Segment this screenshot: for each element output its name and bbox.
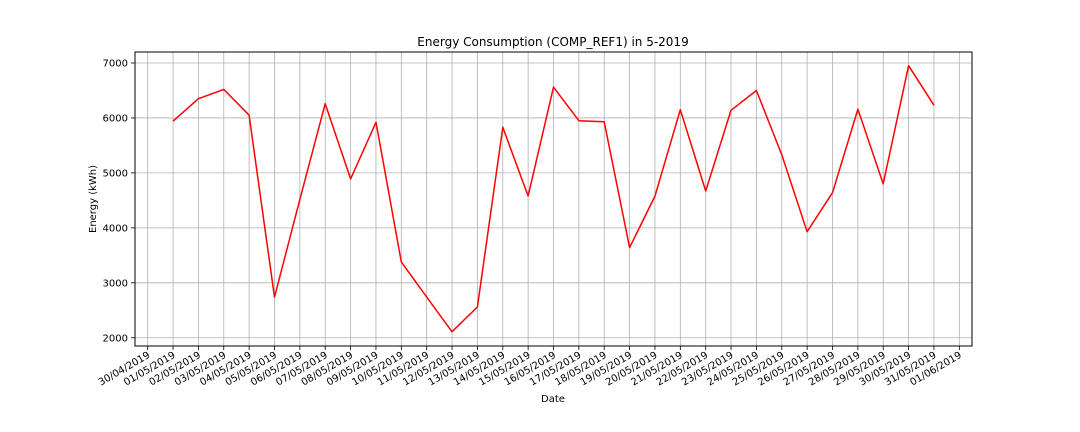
y-tick-label: 7000 <box>103 58 128 69</box>
y-tick-label: 2000 <box>103 333 128 344</box>
y-axis: 2000 3000 4000 5000 6000 7000 <box>103 58 135 344</box>
y-tick-label: 3000 <box>103 278 128 289</box>
y-tick-label: 6000 <box>103 113 128 124</box>
series-line-layer <box>172 64 935 333</box>
chart-title: Energy Consumption (COMP_REF1) in 5-2019 <box>417 35 688 49</box>
x-axis-label: Date <box>541 394 565 405</box>
y-tick-label: 5000 <box>103 168 128 179</box>
y-tick-label: 4000 <box>103 223 128 234</box>
series-line <box>172 64 935 333</box>
y-axis-label: Energy (kWh) <box>88 165 99 233</box>
grid-lines <box>135 52 972 346</box>
x-axis: 30/04/201901/05/201902/05/201903/05/2019… <box>97 346 964 388</box>
